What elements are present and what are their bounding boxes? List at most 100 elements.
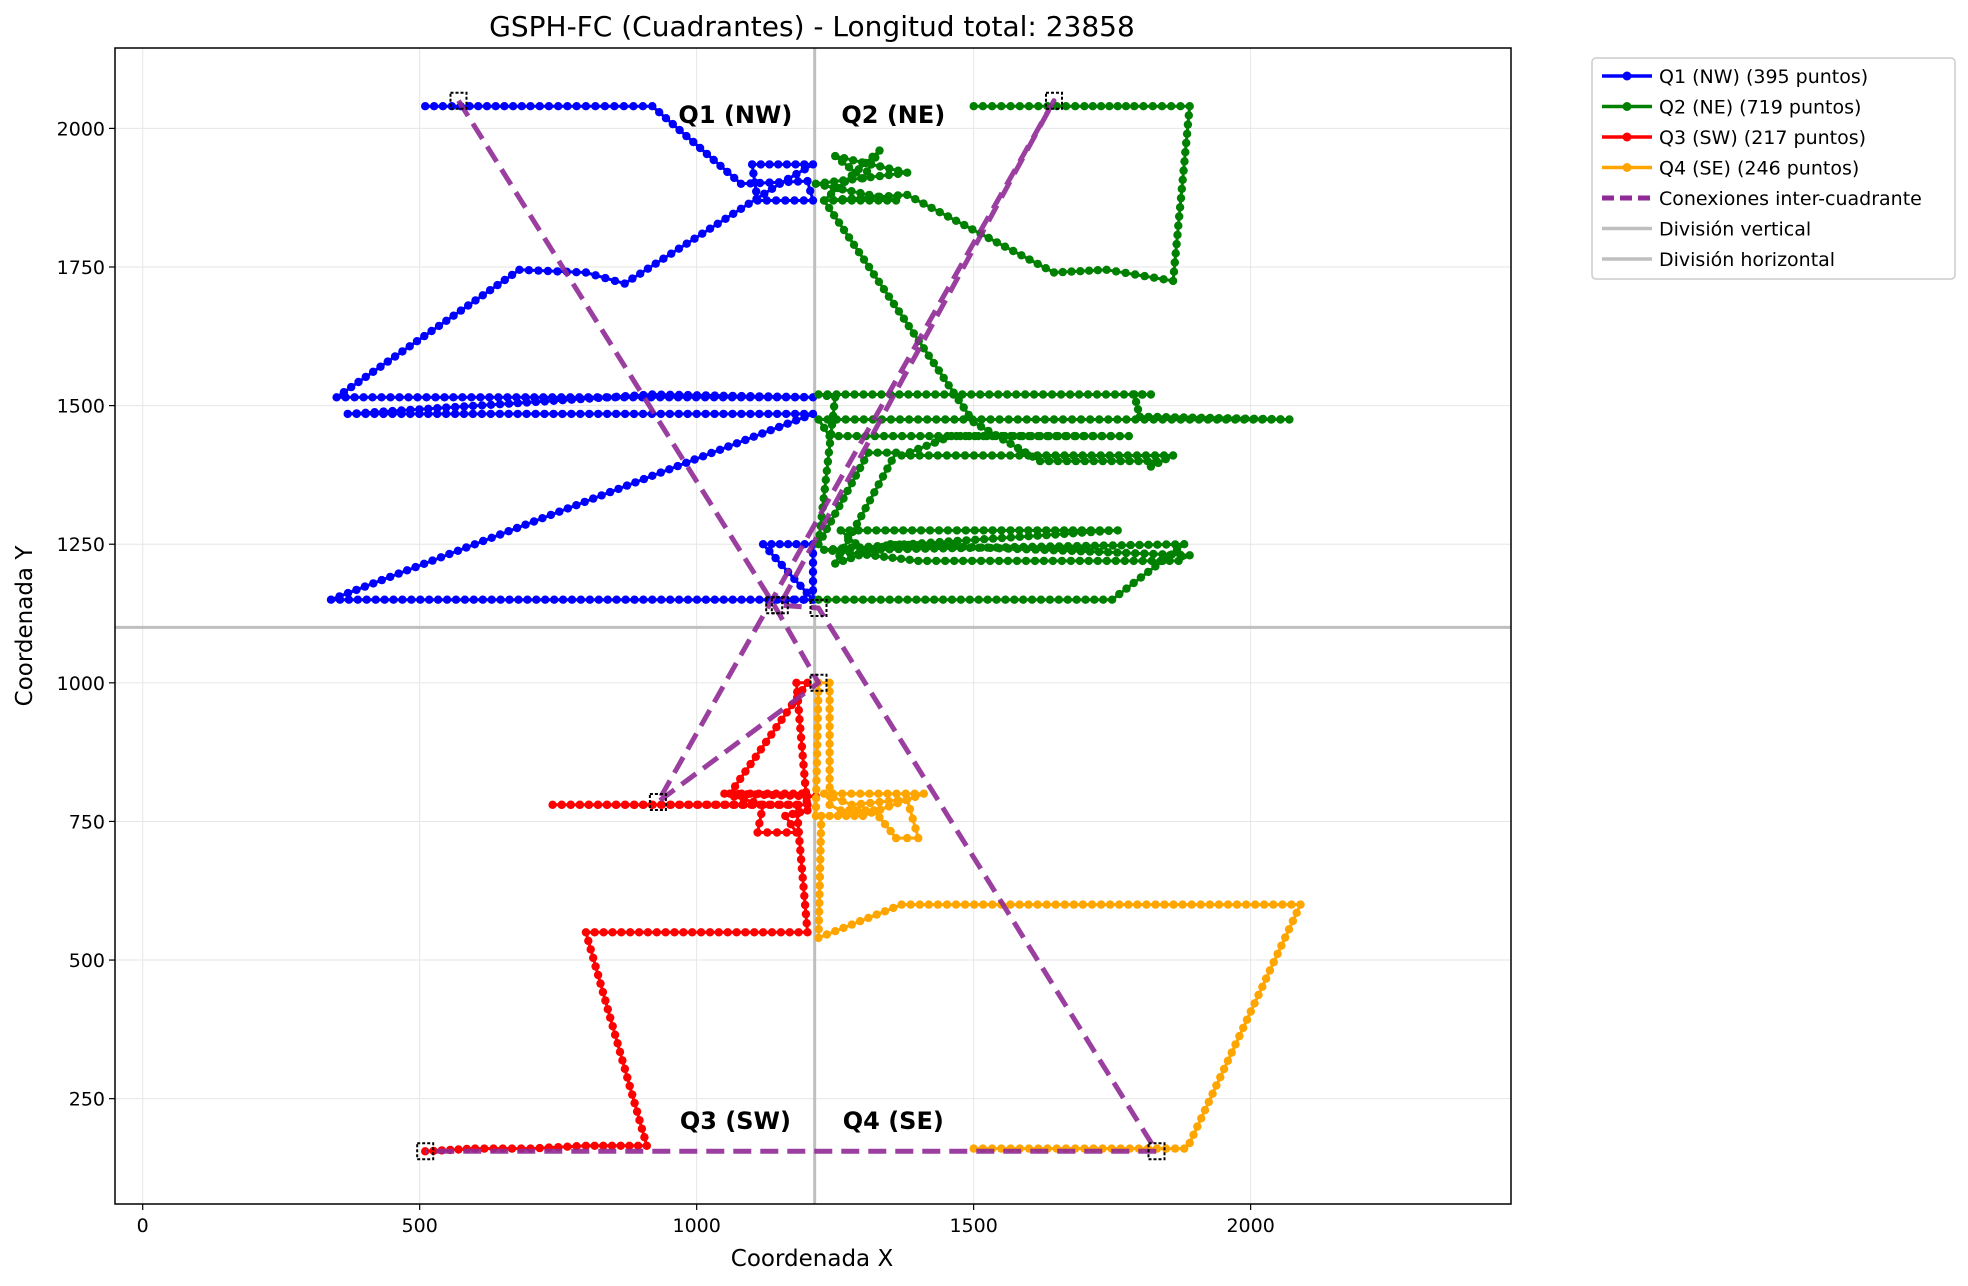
data-point — [978, 102, 988, 111]
data-point — [657, 390, 666, 399]
data-point — [1183, 120, 1193, 129]
data-point — [1296, 900, 1305, 909]
data-point — [427, 326, 436, 336]
data-point — [1060, 451, 1069, 460]
data-point — [755, 409, 764, 419]
data-point — [750, 928, 759, 937]
data-point — [976, 390, 985, 399]
chart-title: GSPH-FC (Cuadrantes) - Longitud total: 2… — [489, 10, 1135, 43]
data-point — [665, 465, 674, 474]
data-point — [799, 392, 809, 402]
data-point — [428, 556, 437, 565]
data-point — [1099, 541, 1109, 550]
data-point — [884, 796, 893, 806]
data-point — [961, 431, 970, 441]
data-point — [1111, 556, 1121, 566]
data-point — [1281, 933, 1290, 942]
data-point — [467, 393, 476, 402]
data-point — [799, 196, 808, 205]
data-point — [885, 595, 894, 604]
data-point — [576, 394, 585, 404]
data-point — [761, 737, 771, 747]
data-point — [782, 409, 791, 419]
data-point — [350, 393, 359, 402]
data-point — [814, 925, 823, 934]
data-point — [1050, 526, 1060, 535]
data-point — [1261, 974, 1271, 983]
data-point — [598, 987, 608, 997]
data-point — [1167, 102, 1176, 111]
data-point — [1012, 390, 1021, 399]
connection-marker — [770, 596, 789, 615]
data-point — [377, 575, 386, 585]
data-point — [785, 800, 794, 809]
data-point — [956, 595, 966, 604]
series-2 — [421, 678, 820, 1156]
data-point — [924, 351, 933, 360]
data-point — [503, 393, 512, 402]
data-point — [1146, 390, 1156, 399]
data-point — [1061, 431, 1070, 441]
data-point — [531, 409, 540, 419]
data-point — [620, 279, 629, 288]
data-point — [456, 306, 466, 315]
data-point — [984, 233, 993, 243]
data-point — [1024, 451, 1033, 460]
data-point — [407, 595, 416, 604]
data-point — [1129, 578, 1138, 588]
data-point — [783, 419, 792, 428]
data-point — [939, 373, 948, 383]
data-point — [819, 545, 829, 554]
data-point — [965, 595, 974, 604]
x-axis-ticks: 0 500 1000 1500 2000 — [137, 1204, 1275, 1237]
data-point — [766, 800, 776, 809]
plot-frame — [114, 47, 1512, 1205]
data-point — [1067, 415, 1077, 424]
data-point — [825, 704, 834, 714]
data-point — [674, 595, 684, 604]
x-tick-label: 2000 — [1226, 1215, 1274, 1237]
data-point — [840, 154, 849, 163]
data-point — [1122, 415, 1131, 424]
data-point — [665, 409, 674, 419]
legend-marker — [1622, 163, 1632, 172]
data-point — [453, 546, 463, 555]
data-point — [891, 448, 901, 457]
data-point — [1086, 415, 1095, 424]
data-point — [1105, 900, 1115, 909]
data-point — [728, 595, 737, 604]
data-point — [1170, 258, 1180, 267]
data-point — [800, 413, 809, 422]
data-point — [1113, 102, 1122, 111]
data-point — [584, 800, 594, 809]
data-point — [732, 928, 741, 937]
data-point — [696, 928, 706, 937]
data-point — [534, 266, 543, 275]
data-point — [749, 169, 758, 178]
data-point — [639, 390, 648, 400]
data-point — [848, 175, 857, 184]
data-point — [616, 1141, 625, 1151]
data-point — [979, 431, 988, 441]
data-point — [758, 429, 767, 438]
data-point — [825, 757, 834, 766]
data-point — [904, 415, 914, 424]
data-point — [1173, 230, 1182, 240]
data-point — [1090, 541, 1100, 550]
data-point — [567, 395, 576, 404]
data-point — [777, 715, 786, 724]
data-point — [354, 377, 363, 387]
data-point — [416, 595, 425, 604]
data-point — [834, 431, 843, 441]
quadrant-annotation: Q2 (NE) — [841, 101, 945, 129]
data-point — [1029, 390, 1039, 399]
data-point — [504, 527, 513, 536]
data-point — [1020, 390, 1030, 399]
data-point — [710, 391, 719, 400]
data-point — [673, 461, 682, 471]
data-point — [1045, 595, 1055, 604]
data-point — [353, 595, 362, 604]
data-point — [477, 409, 487, 419]
data-point — [755, 819, 764, 828]
data-point — [930, 595, 939, 604]
